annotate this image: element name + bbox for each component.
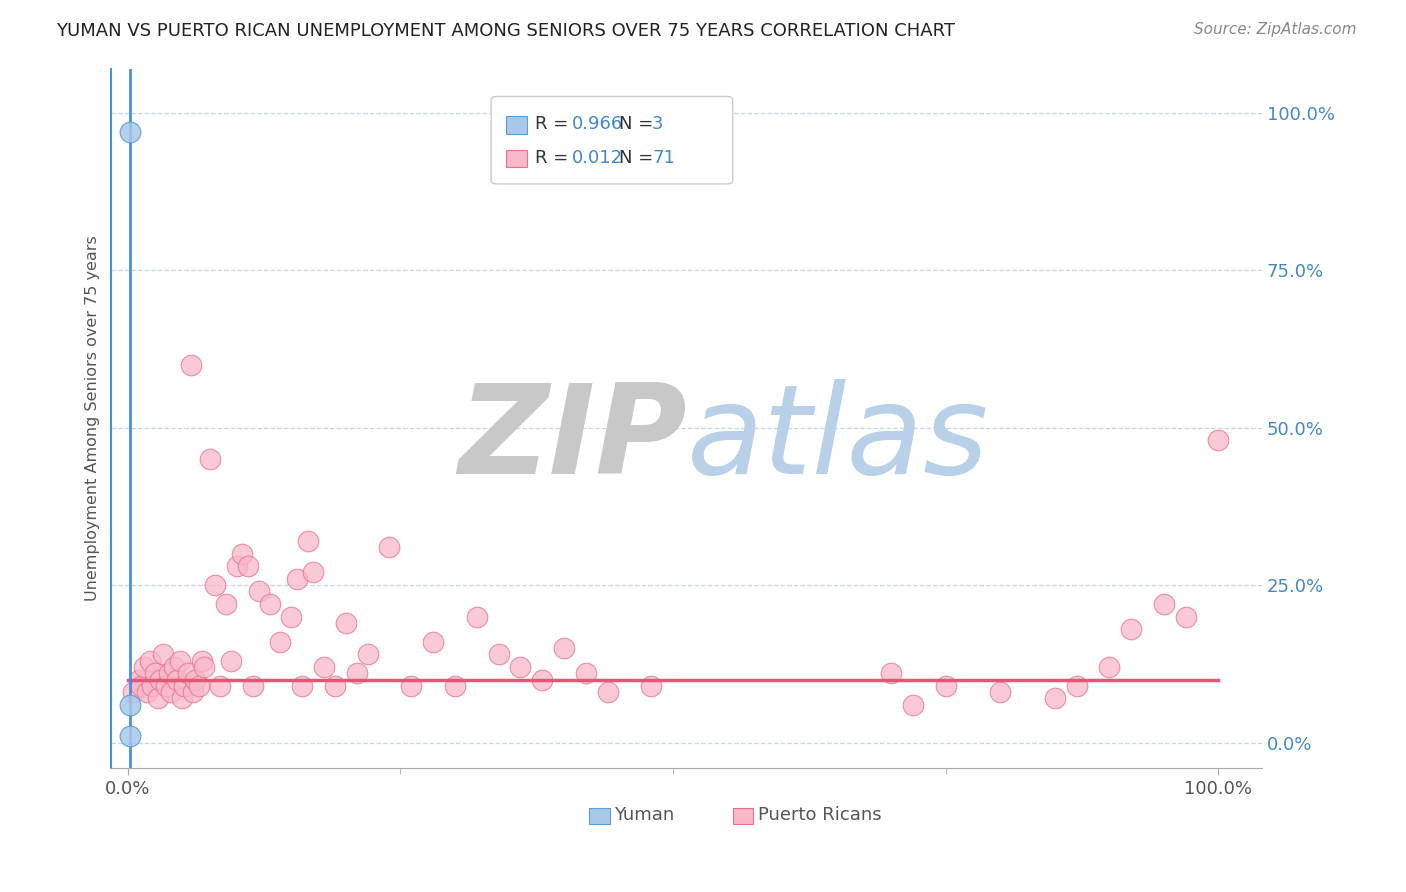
Text: 71: 71 xyxy=(652,149,675,167)
Text: Yuman: Yuman xyxy=(614,806,675,824)
Point xyxy=(988,685,1011,699)
Point xyxy=(184,673,207,687)
Point xyxy=(357,648,380,662)
Point xyxy=(1153,597,1175,611)
Point xyxy=(160,685,183,699)
Point xyxy=(181,685,204,699)
Point xyxy=(596,685,619,699)
Point xyxy=(378,541,401,555)
Point xyxy=(204,578,226,592)
Point xyxy=(509,660,531,674)
Point xyxy=(291,679,314,693)
Y-axis label: Unemployment Among Seniors over 75 years: Unemployment Among Seniors over 75 years xyxy=(86,235,100,601)
Point xyxy=(312,660,335,674)
Point xyxy=(901,698,924,712)
Point xyxy=(169,654,191,668)
Point xyxy=(236,559,259,574)
Point xyxy=(221,654,243,668)
Point xyxy=(198,452,221,467)
Text: R =: R = xyxy=(534,115,574,134)
Point xyxy=(118,729,141,743)
Point xyxy=(1119,622,1142,636)
FancyBboxPatch shape xyxy=(506,150,527,167)
Point xyxy=(187,679,209,693)
Point xyxy=(280,609,302,624)
Text: 0.012: 0.012 xyxy=(572,149,623,167)
Point xyxy=(242,679,264,693)
Point xyxy=(166,673,188,687)
FancyBboxPatch shape xyxy=(506,116,527,134)
Point xyxy=(323,679,346,693)
Point xyxy=(553,641,575,656)
Text: 3: 3 xyxy=(652,115,664,134)
Point xyxy=(335,615,357,630)
Point xyxy=(1174,609,1197,624)
Point xyxy=(141,679,163,693)
FancyBboxPatch shape xyxy=(733,808,754,823)
Point xyxy=(172,691,194,706)
Point xyxy=(143,666,166,681)
Text: ZIP: ZIP xyxy=(458,378,686,500)
Point xyxy=(136,685,159,699)
Point xyxy=(138,654,160,668)
Point xyxy=(575,666,598,681)
Point xyxy=(285,572,308,586)
Point xyxy=(191,654,214,668)
Point xyxy=(880,666,903,681)
Point xyxy=(118,698,141,712)
Point xyxy=(1098,660,1121,674)
Point xyxy=(259,597,281,611)
Point xyxy=(269,634,291,648)
Point xyxy=(122,685,145,699)
Point xyxy=(1066,679,1088,693)
Point xyxy=(346,666,368,681)
Point xyxy=(225,559,247,574)
Point xyxy=(180,358,202,372)
Text: R =: R = xyxy=(534,149,574,167)
Point xyxy=(118,124,141,138)
Point xyxy=(162,660,184,674)
Point xyxy=(935,679,957,693)
Point xyxy=(488,648,510,662)
Text: YUMAN VS PUERTO RICAN UNEMPLOYMENT AMONG SENIORS OVER 75 YEARS CORRELATION CHART: YUMAN VS PUERTO RICAN UNEMPLOYMENT AMONG… xyxy=(56,22,955,40)
Point xyxy=(422,634,444,648)
Point xyxy=(215,597,238,611)
Text: N =: N = xyxy=(619,115,659,134)
Point xyxy=(401,679,423,693)
FancyBboxPatch shape xyxy=(491,96,733,184)
Point xyxy=(155,679,177,693)
Point xyxy=(193,660,215,674)
Point xyxy=(128,673,150,687)
Point xyxy=(1206,433,1229,447)
Point xyxy=(173,679,195,693)
Text: Puerto Ricans: Puerto Ricans xyxy=(758,806,882,824)
Point xyxy=(1043,691,1066,706)
Point xyxy=(148,691,170,706)
Point xyxy=(302,566,325,580)
Point xyxy=(465,609,488,624)
Point xyxy=(149,673,172,687)
Text: Source: ZipAtlas.com: Source: ZipAtlas.com xyxy=(1194,22,1357,37)
Point xyxy=(157,666,180,681)
Text: N =: N = xyxy=(619,149,659,167)
Point xyxy=(531,673,554,687)
Text: 0.966: 0.966 xyxy=(572,115,623,134)
Point xyxy=(444,679,467,693)
Point xyxy=(152,648,174,662)
Point xyxy=(134,660,156,674)
Point xyxy=(640,679,662,693)
FancyBboxPatch shape xyxy=(589,808,610,823)
Point xyxy=(209,679,232,693)
Point xyxy=(129,679,152,693)
Point xyxy=(247,584,270,599)
Point xyxy=(297,533,319,548)
Text: atlas: atlas xyxy=(686,378,988,500)
Point xyxy=(231,547,253,561)
Point xyxy=(177,666,200,681)
